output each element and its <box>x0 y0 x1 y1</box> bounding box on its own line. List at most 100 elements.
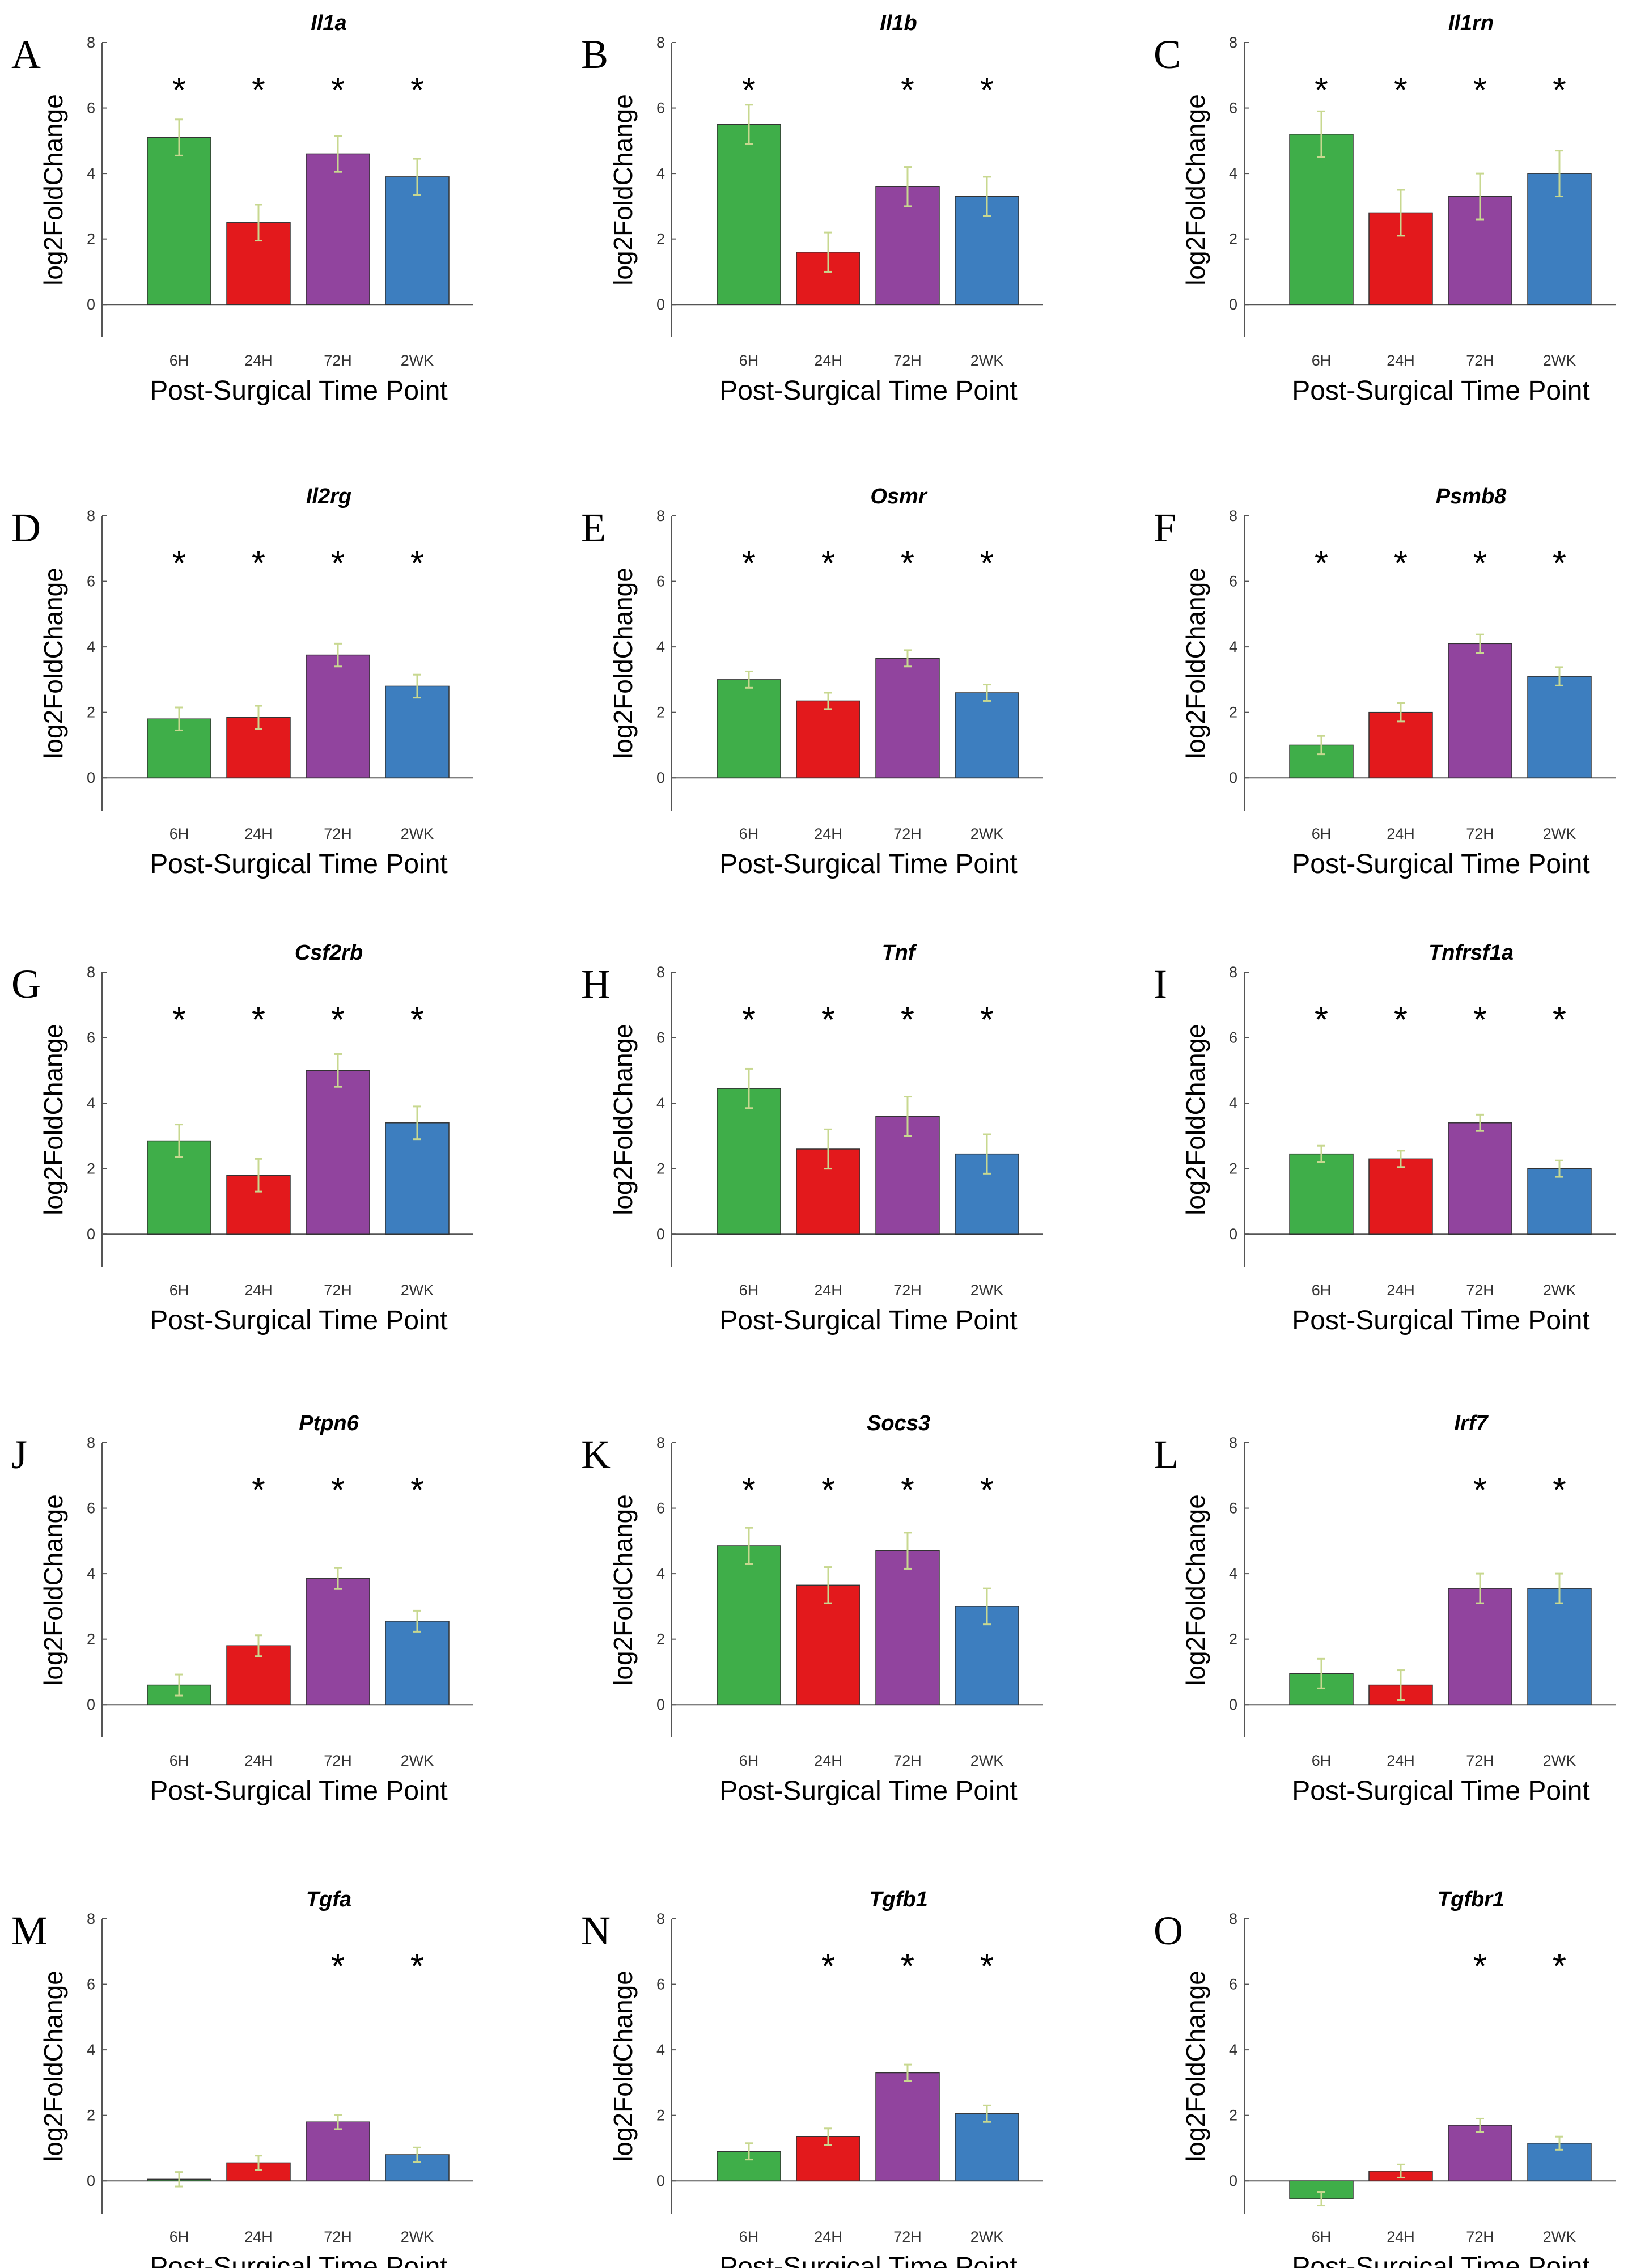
panel-j-ytick-label: 8 <box>87 1434 95 1451</box>
panel-m-ytick-label: 0 <box>87 2172 95 2189</box>
panel-j-bar-72h <box>306 1578 370 1705</box>
panel-o-xtick-24h: 24H <box>1387 2228 1415 2245</box>
panel-o-ylabel: log2FoldChange <box>1181 1970 1210 2162</box>
panel-m-xtick-6h: 6H <box>169 2228 189 2245</box>
panel-g-significance-star: * <box>172 1001 186 1040</box>
panel-m-ytick-label: 6 <box>87 1976 95 1993</box>
panel-i-xtick-6h: 6H <box>1312 1282 1332 1299</box>
panel-b: B Il1b 0 2 4 6 8 * 6H 24H * 72H * 2WK log2FoldChange Po… <box>581 11 1043 406</box>
panel-o-ytick-label: 2 <box>1229 2107 1237 2124</box>
panel-f-errorbar-2wk <box>1555 666 1563 686</box>
panel-d-title: Il2rg <box>306 485 351 508</box>
panel-o-ytick-label: 6 <box>1229 1976 1237 1993</box>
panel-b-ytick-label: 0 <box>656 296 665 313</box>
panel-d-significance-star: * <box>252 544 265 583</box>
panel-b-letter: B <box>581 32 608 77</box>
panel-g-xtick-24h: 24H <box>244 1282 273 1299</box>
panel-c-ytick-label: 8 <box>1229 34 1237 51</box>
panel-k-xtick-2wk: 2WK <box>970 1752 1004 1769</box>
panel-i: I Tnfrsf1a 0 2 4 6 8 * 6H * 24H * 72H * 2WK log2FoldCha… <box>1154 941 1616 1336</box>
panel-i-errorbar-72h <box>1476 1113 1484 1132</box>
panel-j-xtick-24h: 24H <box>244 1752 273 1769</box>
panel-f-bar-24h <box>1368 711 1433 778</box>
panel-a-ytick-label: 4 <box>87 165 95 182</box>
panel-k-ytick-label: 4 <box>656 1565 665 1582</box>
panel-a-bar-6h <box>147 137 211 305</box>
panel-h-xtick-72h: 72H <box>893 1282 922 1299</box>
panel-b-xtick-2wk: 2WK <box>970 352 1004 369</box>
panel-f-bar-2wk <box>1527 676 1592 778</box>
panel-f-ytick-label: 8 <box>1229 507 1237 524</box>
panel-k-significance-star: * <box>742 1471 756 1510</box>
panel-n-significance-star: * <box>901 1947 914 1986</box>
panel-j-errorbar-24h <box>255 1634 262 1657</box>
panel-i-xtick-24h: 24H <box>1387 1282 1415 1299</box>
panel-i-xtick-2wk: 2WK <box>1543 1282 1576 1299</box>
panel-i-bar-2wk <box>1527 1168 1592 1235</box>
panel-g-xtick-6h: 6H <box>169 1282 189 1299</box>
panel-e-bar-72h <box>875 658 940 778</box>
panel-d-xtick-24h: 24H <box>244 825 273 842</box>
panel-a-bar-2wk <box>385 176 450 305</box>
panel-j-ytick-label: 2 <box>87 1631 95 1648</box>
panel-k-errorbar-6h <box>745 1527 753 1565</box>
panel-i-bar-6h <box>1289 1153 1354 1235</box>
panel-k-bar-6h <box>717 1545 781 1705</box>
panel-o-xlabel: Post-Surgical Time Point <box>1292 2252 1590 2268</box>
panel-n-xlabel: Post-Surgical Time Point <box>719 2252 1018 2268</box>
panel-l-errorbar-2wk <box>1555 1572 1563 1604</box>
panel-o-title: Tgfbr1 <box>1438 1888 1504 1911</box>
panel-h-significance-star: * <box>901 1001 914 1040</box>
panel-l-xtick-24h: 24H <box>1387 1752 1415 1769</box>
panel-g-letter: G <box>11 961 41 1007</box>
panel-k-ytick-label: 8 <box>656 1434 665 1451</box>
panel-c-ytick-label: 4 <box>1229 165 1237 182</box>
panel-c: C Il1rn 0 2 4 6 8 * 6H * 24H * 72H * 2WK log2FoldChange… <box>1154 11 1616 406</box>
panel-a-errorbar-6h <box>175 118 183 156</box>
panel-n-errorbar-24h <box>824 2127 832 2146</box>
panel-m-ytick-label: 8 <box>87 1910 95 1927</box>
panel-m-title: Tgfa <box>306 1888 351 1911</box>
panel-b-ytick-label: 2 <box>656 231 665 248</box>
panel-j-errorbar-2wk <box>413 1609 421 1633</box>
panel-a-errorbar-72h <box>334 135 342 173</box>
panel-b-title: Il1b <box>880 11 917 35</box>
panel-i-significance-star: * <box>1394 1001 1408 1040</box>
panel-d-errorbar-2wk <box>413 673 421 699</box>
panel-a-significance-star: * <box>252 71 265 110</box>
panel-i-significance-star: * <box>1473 1001 1487 1040</box>
panel-g-ylabel: log2FoldChange <box>39 1024 68 1215</box>
panel-n-errorbar-72h <box>904 2063 912 2082</box>
panel-k-significance-star: * <box>821 1471 835 1510</box>
panel-n-ytick-label: 2 <box>656 2107 665 2124</box>
panel-o-significance-star: * <box>1473 1947 1487 1986</box>
panel-c-title: Il1rn <box>1448 11 1494 35</box>
panel-b-xlabel: Post-Surgical Time Point <box>719 376 1018 406</box>
panel-c-significance-star: * <box>1394 71 1408 110</box>
panel-a-ytick-label: 6 <box>87 100 95 117</box>
panel-h-title: Tnf <box>881 941 917 965</box>
panel-c-ytick-label: 0 <box>1229 296 1237 313</box>
panel-e-bar-24h <box>796 700 860 778</box>
panel-m-bar-72h <box>306 2121 370 2181</box>
panel-c-xtick-6h: 6H <box>1312 352 1332 369</box>
panel-k-title: Socs3 <box>867 1411 930 1435</box>
panel-e-xtick-72h: 72H <box>893 825 922 842</box>
panel-e-ytick-label: 2 <box>656 704 665 721</box>
panel-i-significance-star: * <box>1315 1001 1328 1040</box>
panel-h-errorbar-24h <box>824 1128 832 1170</box>
panel-b-errorbar-6h <box>745 104 753 145</box>
panel-d-significance-star: * <box>410 544 424 583</box>
panel-m-ytick-label: 4 <box>87 2041 95 2058</box>
panel-b-xtick-24h: 24H <box>814 352 842 369</box>
panel-h-significance-star: * <box>821 1001 835 1040</box>
panel-f-ytick-label: 2 <box>1229 704 1237 721</box>
panel-o-ytick-label: 4 <box>1229 2041 1237 2058</box>
panel-d-significance-star: * <box>172 544 186 583</box>
panel-l-ytick-label: 2 <box>1229 1631 1237 1648</box>
panel-j-bar-2wk <box>385 1621 450 1705</box>
panel-k-xlabel: Post-Surgical Time Point <box>719 1776 1018 1806</box>
panel-i-ylabel: log2FoldChange <box>1181 1024 1210 1215</box>
panel-b-errorbar-2wk <box>983 176 991 217</box>
